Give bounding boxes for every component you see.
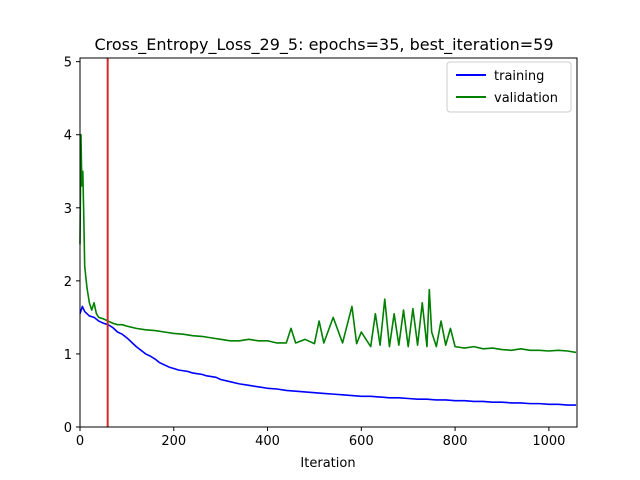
y-tick-label: 1 [64,348,72,363]
x-tick-label: 600 [349,434,374,449]
plot-background [80,58,577,427]
plot-area [80,58,577,427]
legend: training validation [446,61,572,113]
chart-title: Cross_Entropy_Loss_29_5: epochs=35, best… [94,35,553,55]
x-axis-label: Iteration [300,456,355,471]
x-tick-label: 0 [76,434,84,449]
y-tick-label: 3 [64,202,72,217]
y-tick-label: 0 [64,421,72,436]
x-tick-label: 1000 [532,434,565,449]
legend-label-training: training [494,69,544,84]
x-tick-label: 800 [443,434,468,449]
y-tick-label: 5 [64,56,72,71]
x-tick-label: 200 [161,434,186,449]
y-tick-label: 2 [64,275,72,290]
x-tick-label: 400 [255,434,280,449]
legend-label-validation: validation [494,91,558,106]
y-axis: 0 1 2 3 4 5 [64,56,80,436]
plot-frame [79,57,578,428]
series-line-training [79,305,577,406]
y-tick-label: 4 [64,129,72,144]
x-axis: 0 200 400 600 800 1000 [76,427,565,449]
